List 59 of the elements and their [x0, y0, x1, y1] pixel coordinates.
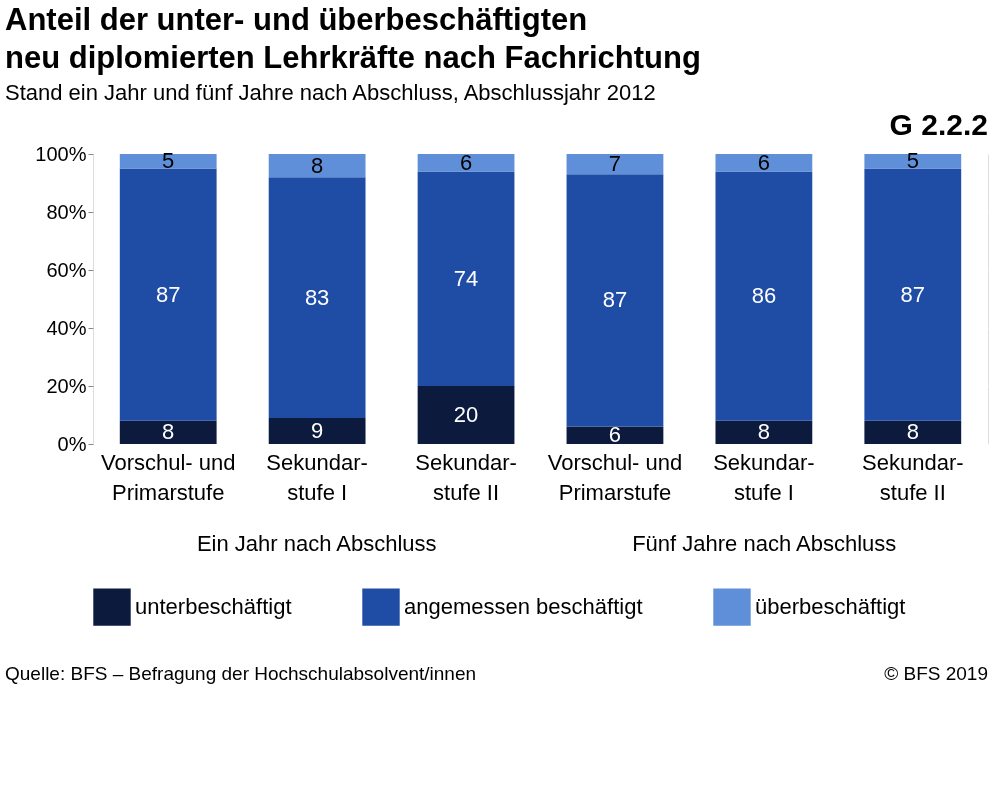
bar: [268, 154, 366, 178]
bar: [417, 386, 515, 444]
y-tick-label: 20%: [46, 374, 87, 397]
y-tick-label: 60%: [46, 258, 87, 281]
data-label: 87: [155, 281, 181, 307]
data-label: 5: [162, 148, 175, 174]
y-tick-label: 80%: [46, 200, 87, 223]
data-label: 83: [304, 284, 330, 310]
bar: [268, 417, 366, 444]
bar: [864, 168, 962, 421]
x-tick-label: Vorschul- und Primarstufe: [100, 449, 236, 505]
bar: [566, 174, 664, 427]
x-tick-label: Sekundar- stufe I: [266, 449, 368, 505]
text: © BFS 2019: [884, 663, 988, 684]
x-tick-label: Sekundar- stufe II: [862, 449, 964, 505]
data-label: 87: [900, 281, 926, 307]
text: Ein Jahr nach Abschluss: [196, 531, 437, 556]
data-label: 87: [602, 287, 628, 313]
data-label: 8: [311, 152, 324, 178]
bar: [715, 171, 813, 421]
text: G 2.2.2: [889, 108, 988, 141]
data-label: 74: [453, 265, 479, 291]
data-label: 6: [459, 149, 473, 175]
source-note: Quelle: BFS – Befragung der Hochschulabsolvent/innen: [5, 663, 477, 684]
y-tick-label: 40%: [46, 316, 87, 339]
text: neu diplomierten Lehrkräfte nach Fachrichtung: [5, 40, 701, 75]
data-label: 8: [162, 419, 175, 445]
bar: [119, 154, 217, 169]
data-label: 8: [906, 419, 919, 445]
bar: [566, 154, 664, 175]
data-label: 8: [757, 419, 770, 445]
bar: [864, 154, 962, 169]
y-tick-label: 0%: [57, 432, 87, 455]
text: Fünf Jahre nach Abschluss: [632, 531, 897, 556]
bar: [715, 420, 813, 444]
data-label: 20: [453, 402, 479, 427]
bar: [864, 420, 962, 444]
data-label: 86: [751, 283, 777, 309]
x-tick-label: Vorschul- und Primarstufe: [547, 449, 683, 505]
data-label: 6: [608, 422, 622, 448]
data-label: 6: [757, 149, 770, 175]
data-label: 9: [311, 417, 324, 443]
text: Anteil der unter- und überbeschäftigten: [5, 2, 588, 37]
bar: [119, 168, 217, 421]
legend-label: unterbeschäftigt: [135, 594, 292, 620]
legend-label: überbeschäftigt: [755, 594, 906, 620]
bar: [566, 426, 664, 444]
x-tick-label: Sekundar- stufe I: [713, 449, 815, 505]
bar: [417, 154, 515, 172]
x-tick-label: Sekundar- stufe II: [415, 449, 517, 505]
legend-label: angemessen beschäftigt: [404, 594, 643, 620]
chart-subtitle: Stand ein Jahr und fünf Jahre nach Abschluss, Abschlussjahr 2012: [5, 80, 656, 105]
y-tick-label: 100%: [35, 142, 87, 165]
bar: [417, 171, 515, 386]
bar: [268, 177, 366, 418]
data-label: 5: [906, 148, 919, 174]
bar: [119, 420, 217, 444]
bar: [715, 154, 813, 172]
data-label: 7: [608, 151, 622, 177]
